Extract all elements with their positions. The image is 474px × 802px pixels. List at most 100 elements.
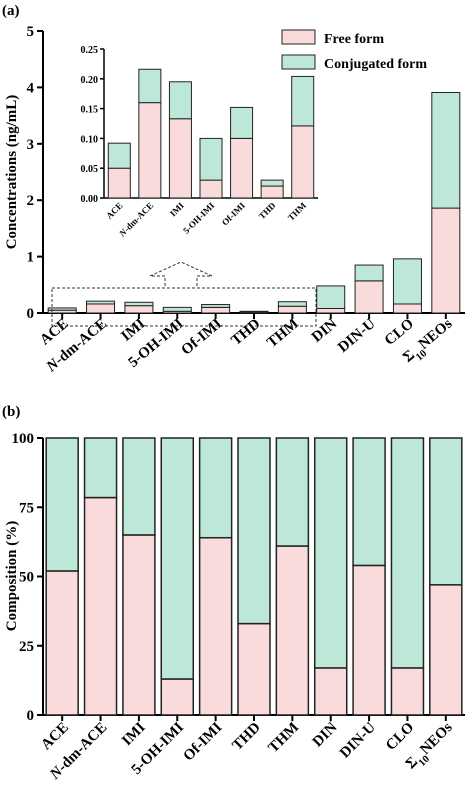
- panel-a-bar-conjugated: [431, 91, 461, 209]
- panel-b-x-tick-label: DIN: [310, 719, 341, 750]
- inset-bar-conjugated: [138, 68, 162, 104]
- panel-a-y-axis-label: Concentrations (ng/mL): [4, 95, 20, 250]
- legend-swatch-free: [281, 29, 316, 45]
- panel-a-bar-free: [124, 305, 154, 314]
- panel-b-label: (b): [2, 404, 20, 420]
- inset-bar-free: [107, 167, 131, 199]
- inset-x-tick-label: IMI: [168, 200, 186, 218]
- inset-y-tick-label: 0.05: [81, 164, 99, 175]
- panel-b-bar-conjugated: [83, 437, 118, 499]
- inset-y-tick-label: 0.15: [81, 105, 99, 116]
- panel-a-x-tick-label: DIN: [309, 316, 340, 346]
- panel-b-bar-free: [237, 622, 271, 716]
- inset-y-tick-label: 0.25: [81, 45, 99, 56]
- panel-a-x-tick-label: CLO: [382, 316, 417, 349]
- panel-b-bar-free: [352, 564, 386, 716]
- panel-b-y-tick-label: 50: [19, 570, 34, 586]
- panel-b-bar-free: [160, 678, 195, 716]
- panel-b-bar-free: [313, 667, 348, 716]
- inset-bar-conjugated: [107, 142, 131, 169]
- inset-bar-free: [138, 102, 162, 199]
- panel-b-y-tick-label: 75: [19, 500, 34, 516]
- panel-b-bar-free: [83, 496, 118, 716]
- inset-bar-conjugated: [168, 81, 192, 120]
- panel-a-bar-conjugated: [201, 304, 231, 308]
- panel-b-x-tick-label: THM: [266, 720, 303, 757]
- panel-b-bar-conjugated: [122, 437, 156, 536]
- panel-a-bar-conjugated: [86, 300, 116, 305]
- panel-a-x-tick-label: THD: [228, 316, 263, 349]
- panel-b-bar-conjugated: [429, 437, 463, 586]
- panel-a-x-tick-label: IMI: [118, 316, 148, 345]
- panel-b-bar-conjugated: [352, 437, 386, 567]
- panel-a-legend: Free form Conjugated form: [281, 29, 427, 72]
- panel-b-y-axis-label: Composition (%): [4, 521, 20, 631]
- panel-a-bar-free: [316, 307, 346, 314]
- panel-a-label: (a): [2, 3, 20, 19]
- panel-a-bar-conjugated: [392, 258, 422, 305]
- panel-b-y-tick-label: 0: [27, 708, 35, 724]
- panel-b-bar-conjugated: [160, 437, 195, 680]
- legend-label-free: Free form: [324, 32, 384, 47]
- panel-b: (b) Composition (%) 0255075100ACEN-dm-AC…: [2, 404, 465, 783]
- panel-a-bar-free: [354, 280, 384, 314]
- panel-a-bar-free: [277, 305, 307, 314]
- panel-a-bar-free: [431, 207, 461, 314]
- legend-label-conjugated: Conjugated form: [324, 57, 427, 72]
- panel-a-bar-conjugated: [162, 306, 192, 312]
- panel-b-y-tick-label: 25: [19, 639, 34, 655]
- panel-b-bar-conjugated: [275, 437, 310, 547]
- panel-b-bar-free: [390, 667, 425, 716]
- panel-a-y-tick-label: 3: [27, 137, 35, 153]
- inset-bar-conjugated: [260, 179, 284, 187]
- panel-a-bar-conjugated: [277, 301, 307, 307]
- panel-a-bar-free: [86, 303, 116, 314]
- panel-b-bar-conjugated: [45, 437, 79, 572]
- panel-a-y-tick-label: 1: [27, 250, 35, 266]
- zoom-region-box: [51, 287, 317, 327]
- inset-bar-free: [230, 137, 254, 199]
- panel-b-x-tick-label: CLO: [383, 720, 417, 754]
- panel-b-bar-conjugated: [390, 437, 425, 669]
- panel-b-x-tick-label: DIN-U: [337, 719, 379, 761]
- inset-y-tick-label: 0.10: [81, 134, 99, 145]
- panel-a-y-tick-label: 2: [27, 193, 35, 209]
- panel-a: (a) Concentrations (ng/mL) 012345ACEN-dm…: [2, 3, 465, 376]
- panel-b-bar-free: [45, 570, 79, 716]
- legend-swatch-conjugated: [281, 54, 316, 70]
- inset-bar-free: [260, 185, 284, 199]
- panel-a-bar-conjugated: [124, 301, 154, 307]
- inset-x-tick-label: THM: [286, 200, 309, 223]
- panel-a-bar-conjugated: [239, 310, 269, 313]
- panel-a-bar-free: [392, 303, 422, 314]
- inset-bar-free: [199, 179, 223, 199]
- inset-bar-free: [291, 125, 315, 199]
- panel-b-bar-conjugated: [198, 437, 233, 539]
- panel-a-bar-conjugated: [316, 285, 346, 309]
- inset-y-tick-label: 0.20: [81, 75, 99, 86]
- panel-b-bar-free: [429, 584, 463, 716]
- panel-a-x-tick-label: Of-IMI: [179, 316, 226, 359]
- inset-x-tick-label: 5-OH-IMI: [181, 200, 217, 236]
- panel-b-y-tick-label: 100: [12, 431, 35, 447]
- panel-b-bar-conjugated: [313, 437, 348, 669]
- panel-a-bar-conjugated: [354, 264, 384, 282]
- panel-b-x-tick-label: Of-IMI: [181, 719, 226, 764]
- panel-a-y-tick-label: 0: [27, 306, 35, 322]
- inset-bar-conjugated: [291, 75, 315, 127]
- panel-a-x-tick-label: THM: [264, 316, 302, 351]
- inset-x-tick-label: ACE: [104, 200, 125, 221]
- inset-bar-conjugated: [230, 106, 254, 139]
- panel-b-bar-conjugated: [237, 437, 271, 625]
- panel-b-x-tick-label: ACE: [38, 720, 72, 754]
- inset-x-tick-label: Of-IMI: [220, 200, 248, 228]
- inset-bar-free: [168, 118, 192, 199]
- inset-y-tick-label: 0.00: [81, 194, 99, 205]
- panel-a-x-tick-label: DIN-U: [335, 316, 379, 356]
- panel-a-y-tick-label: 4: [27, 80, 35, 96]
- panel-b-bar-free: [275, 545, 310, 716]
- panel-b-bar-free: [198, 536, 233, 716]
